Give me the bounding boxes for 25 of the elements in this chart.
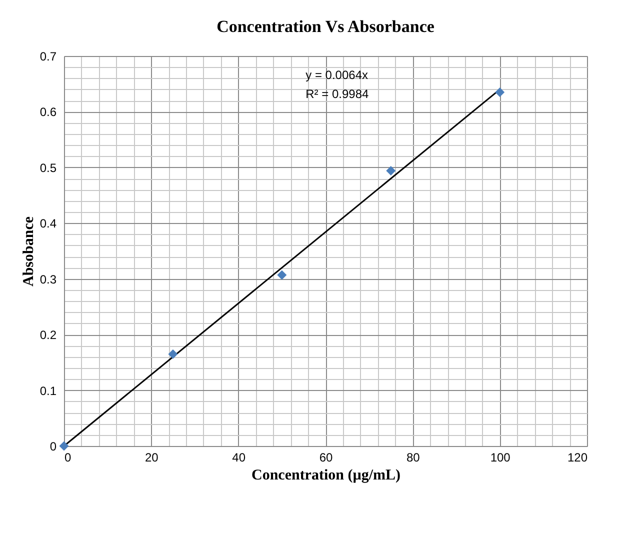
y-tick-label: 0.3: [40, 272, 57, 286]
x-tick-label: 0: [64, 450, 72, 464]
y-tick-label: 0.6: [40, 105, 57, 120]
x-tick-label: 100: [490, 450, 511, 464]
y-axis-title: Absobance: [20, 216, 37, 287]
x-axis-title: Concentration (µg/mL): [251, 468, 401, 484]
y-tick-label: 0: [50, 440, 57, 454]
point: [386, 166, 396, 176]
point: [495, 87, 505, 97]
y-tick-label: 0.5: [40, 160, 57, 175]
x-tick-label: 60: [319, 450, 333, 464]
x-tick-label: 40: [232, 450, 246, 464]
chart-title: Concentration Vs Absorbance: [216, 17, 435, 36]
point: [277, 270, 287, 280]
point: [59, 441, 69, 451]
x-tick-label: 80: [406, 450, 420, 464]
y-tick-label: 0.4: [40, 216, 57, 231]
x-tick-label: 120: [567, 450, 588, 464]
annotation: y = 0.0064x: [306, 68, 368, 82]
y-tick-label: 0.7: [40, 50, 57, 64]
y-tick-label: 0.1: [40, 384, 57, 398]
annotation: R² = 0.9984: [306, 87, 369, 101]
x-tick-label: 20: [144, 450, 159, 464]
y-tick-label: 0.2: [40, 328, 57, 342]
point: [168, 349, 178, 359]
